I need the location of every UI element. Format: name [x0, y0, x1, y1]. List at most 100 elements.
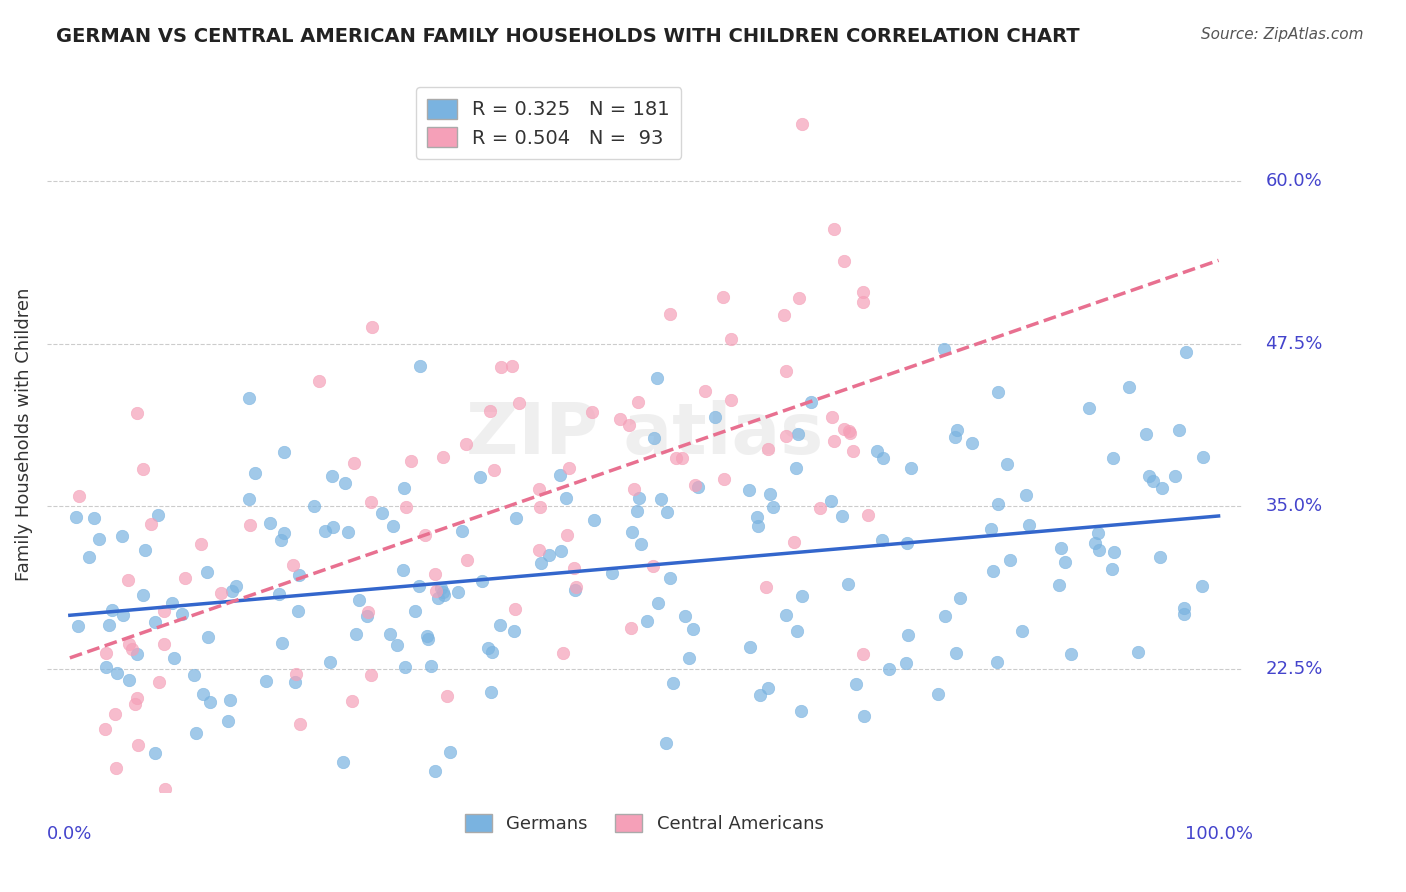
Point	[643, 431, 665, 445]
Point	[792, 117, 814, 131]
Point	[713, 472, 735, 486]
Point	[852, 285, 875, 299]
Point	[998, 553, 1021, 567]
Point	[619, 417, 641, 432]
Point	[852, 647, 875, 661]
Point	[69, 805, 91, 819]
Point	[432, 450, 454, 464]
Point	[125, 647, 148, 661]
Point	[183, 668, 205, 682]
Point	[1104, 545, 1126, 559]
Text: ZIP atlas: ZIP atlas	[465, 401, 823, 469]
Point	[105, 761, 128, 775]
Point	[787, 291, 810, 305]
Point	[1101, 562, 1123, 576]
Point	[678, 650, 700, 665]
Point	[529, 500, 551, 514]
Point	[117, 573, 139, 587]
Point	[658, 307, 681, 321]
Point	[94, 660, 117, 674]
Point	[77, 549, 100, 564]
Point	[423, 764, 446, 779]
Point	[395, 500, 418, 514]
Point	[900, 461, 922, 475]
Point	[344, 627, 367, 641]
Point	[83, 511, 105, 525]
Point	[949, 591, 972, 605]
Point	[564, 561, 586, 575]
Point	[621, 525, 644, 540]
Point	[1060, 647, 1083, 661]
Point	[530, 556, 553, 570]
Point	[877, 662, 900, 676]
Point	[153, 637, 176, 651]
Point	[281, 558, 304, 572]
Point	[314, 524, 336, 538]
Point	[713, 290, 735, 304]
Point	[897, 628, 920, 642]
Point	[360, 668, 382, 682]
Point	[665, 450, 688, 465]
Point	[267, 587, 290, 601]
Point	[852, 709, 875, 723]
Point	[643, 559, 665, 574]
Point	[125, 405, 148, 419]
Point	[980, 522, 1002, 536]
Point	[243, 467, 266, 481]
Point	[934, 609, 956, 624]
Point	[1015, 487, 1038, 501]
Point	[645, 371, 668, 385]
Point	[505, 510, 527, 524]
Point	[1173, 607, 1195, 621]
Point	[703, 409, 725, 424]
Point	[288, 717, 311, 731]
Point	[370, 506, 392, 520]
Point	[101, 603, 124, 617]
Point	[104, 707, 127, 722]
Point	[219, 693, 242, 707]
Point	[217, 714, 239, 728]
Point	[284, 674, 307, 689]
Point	[555, 528, 578, 542]
Point	[858, 508, 880, 522]
Point	[852, 295, 875, 310]
Text: 22.5%: 22.5%	[1265, 660, 1323, 678]
Point	[482, 463, 505, 477]
Point	[134, 542, 156, 557]
Point	[439, 745, 461, 759]
Point	[340, 694, 363, 708]
Point	[105, 665, 128, 680]
Point	[288, 568, 311, 582]
Point	[273, 525, 295, 540]
Point	[191, 687, 214, 701]
Point	[932, 343, 955, 357]
Point	[399, 454, 422, 468]
Point	[287, 604, 309, 618]
Point	[141, 516, 163, 531]
Point	[1149, 549, 1171, 564]
Point	[394, 482, 416, 496]
Point	[1164, 468, 1187, 483]
Point	[896, 536, 918, 550]
Point	[749, 688, 772, 702]
Point	[225, 579, 247, 593]
Point	[1011, 624, 1033, 638]
Point	[1175, 345, 1198, 359]
Point	[239, 517, 262, 532]
Point	[416, 632, 439, 647]
Point	[332, 755, 354, 769]
Point	[870, 533, 893, 548]
Point	[173, 571, 195, 585]
Text: Source: ZipAtlas.com: Source: ZipAtlas.com	[1201, 27, 1364, 42]
Point	[786, 624, 808, 638]
Point	[737, 483, 759, 498]
Point	[823, 434, 845, 448]
Point	[356, 609, 378, 624]
Point	[378, 627, 401, 641]
Point	[683, 478, 706, 492]
Point	[945, 646, 967, 660]
Point	[650, 491, 672, 506]
Point	[626, 503, 648, 517]
Point	[162, 650, 184, 665]
Point	[1088, 543, 1111, 558]
